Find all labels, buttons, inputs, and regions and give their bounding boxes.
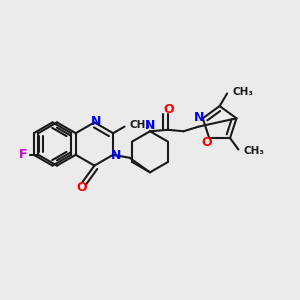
Text: CH₃: CH₃ (244, 146, 265, 156)
Text: N: N (90, 115, 101, 128)
Text: CH₃: CH₃ (232, 87, 254, 97)
Text: CH₃: CH₃ (130, 120, 151, 130)
Text: N: N (111, 149, 121, 162)
Text: O: O (202, 136, 212, 149)
Text: N: N (194, 111, 204, 124)
Text: N: N (145, 119, 155, 132)
Text: F: F (19, 148, 28, 161)
Text: O: O (163, 103, 174, 116)
Text: O: O (77, 181, 87, 194)
